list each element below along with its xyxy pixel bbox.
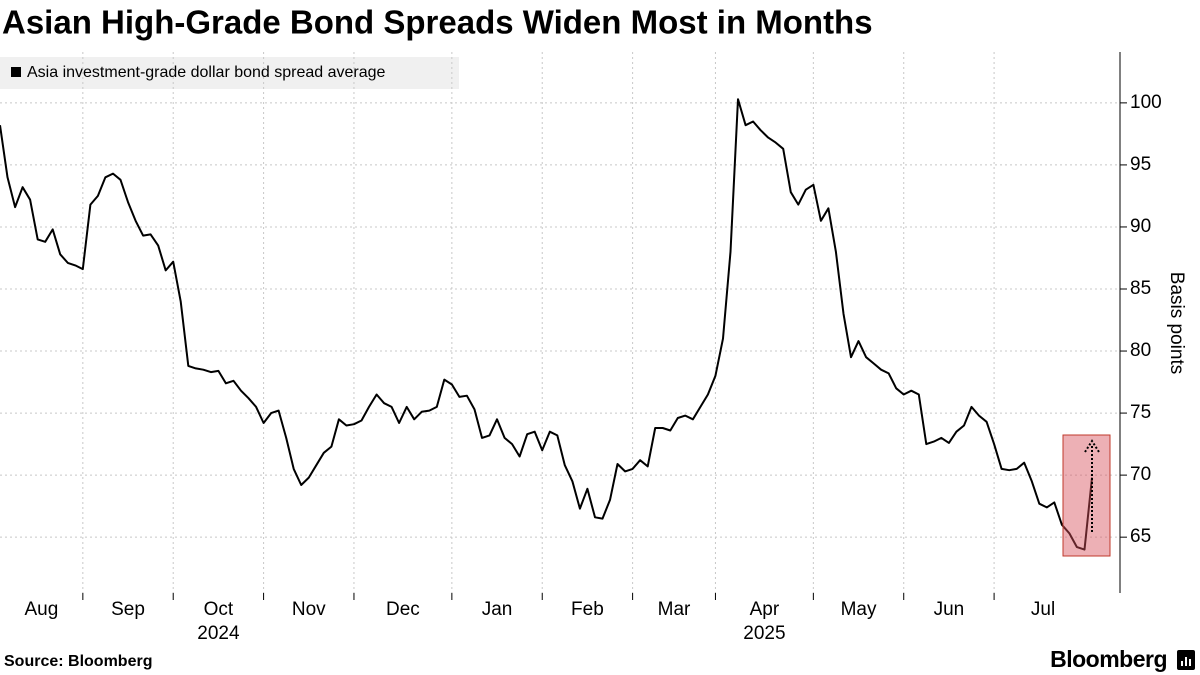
x-tick-label: Feb [571,599,604,620]
y-tick-label: 95 [1130,154,1151,175]
highlight-box [1062,434,1111,557]
x-tick-label: Jun [934,599,965,620]
x-year-label: 2024 [197,623,240,644]
x-tick-label: Oct [204,599,234,620]
source: Source: Bloomberg [4,653,152,670]
x-tick-label: May [841,599,877,620]
y-tick-label: 65 [1130,526,1151,547]
y-tick-label: 70 [1130,464,1151,485]
x-tick-label: Jan [482,599,513,620]
y-tick-label: 100 [1130,92,1162,113]
x-tick-label: Nov [292,599,326,620]
x-tick-label: Aug [25,599,59,620]
y-axis-label: Basis points [1166,272,1187,374]
series-line [0,98,1093,551]
x-tick-label: Mar [658,599,691,620]
brand-icon [1177,650,1195,670]
chart-title: Asian High-Grade Bond Spreads Widen Most… [2,4,873,41]
x-tick-label: Sep [111,599,145,620]
brand: Bloomberg [1050,646,1167,672]
y-tick-label: 80 [1130,340,1151,361]
x-tick-label: Jul [1031,599,1055,620]
legend-label: Asia investment-grade dollar bond spread… [27,64,386,81]
y-tick-label: 85 [1130,278,1151,299]
highlight-arrowhead [1084,439,1100,453]
x-year-label: 2025 [743,623,785,644]
legend-swatch [11,67,21,77]
x-tick-label: Apr [750,599,780,620]
x-tick-label: Dec [386,599,420,620]
legend-box [0,57,459,89]
y-tick-label: 90 [1130,216,1151,237]
y-tick-label: 75 [1130,402,1151,423]
